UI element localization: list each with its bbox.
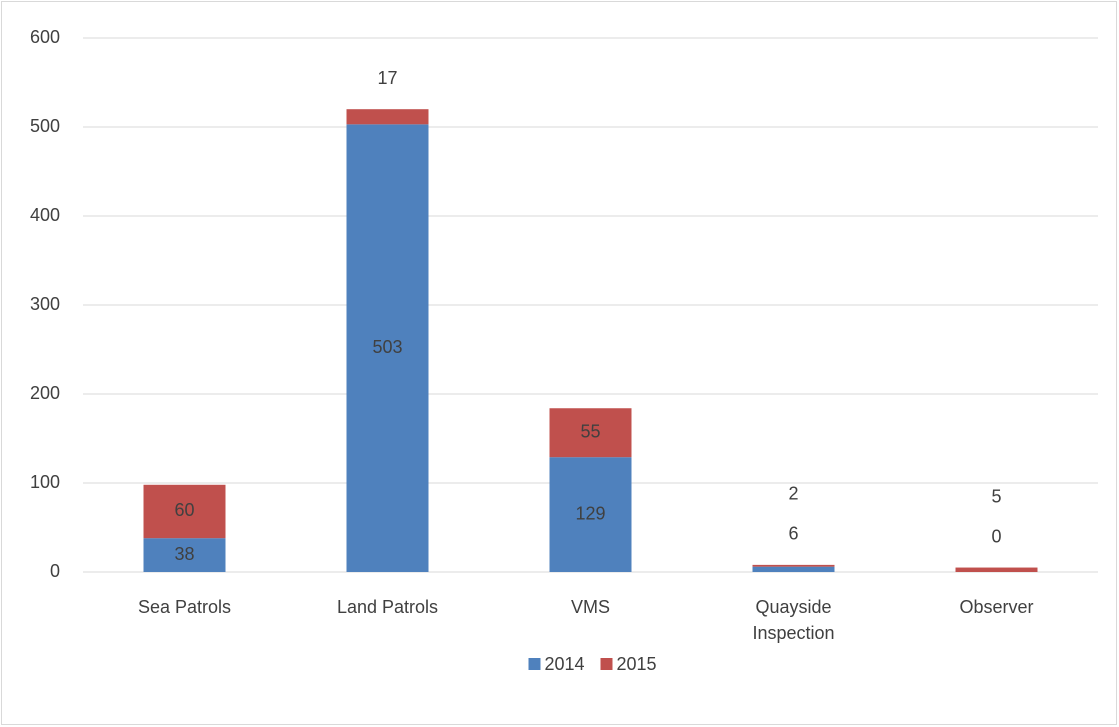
y-tick-label: 400 (30, 205, 60, 225)
data-label: 0 (991, 526, 1001, 546)
data-label: 17 (377, 68, 397, 88)
data-label: 6 (788, 524, 798, 544)
x-tick-label: Observer (959, 597, 1033, 617)
data-label: 38 (174, 544, 194, 564)
x-tick-label: Land Patrols (337, 597, 438, 617)
legend-label: 2015 (617, 654, 657, 674)
x-tick-label: Sea Patrols (138, 597, 231, 617)
data-label: 129 (575, 503, 605, 523)
bar-segment (549, 457, 632, 572)
y-tick-label: 500 (30, 116, 60, 136)
bar-segment (752, 564, 835, 567)
legend-label: 2014 (545, 654, 585, 674)
y-tick-label: 600 (30, 27, 60, 47)
bar-segment (346, 109, 429, 125)
bar-segment (752, 566, 835, 572)
y-tick-label: 200 (30, 383, 60, 403)
legend-swatch (600, 658, 613, 670)
bar-segment (955, 567, 1038, 572)
data-label: 5 (991, 486, 1001, 506)
bar-segment (143, 538, 226, 572)
x-tick-label: VMS (571, 597, 610, 617)
data-label: 503 (372, 337, 402, 357)
x-tick-label: Quayside Inspection (752, 597, 834, 643)
data-label: 2 (788, 484, 798, 504)
data-label: 55 (580, 421, 600, 441)
y-tick-label: 300 (30, 294, 60, 314)
y-tick-label: 100 (30, 472, 60, 492)
data-label: 60 (174, 500, 194, 520)
bar-segment (143, 484, 226, 539)
y-tick-label: 0 (50, 561, 60, 581)
bar-segment (549, 408, 632, 458)
bar-segment (346, 124, 429, 572)
legend-swatch (528, 658, 541, 670)
